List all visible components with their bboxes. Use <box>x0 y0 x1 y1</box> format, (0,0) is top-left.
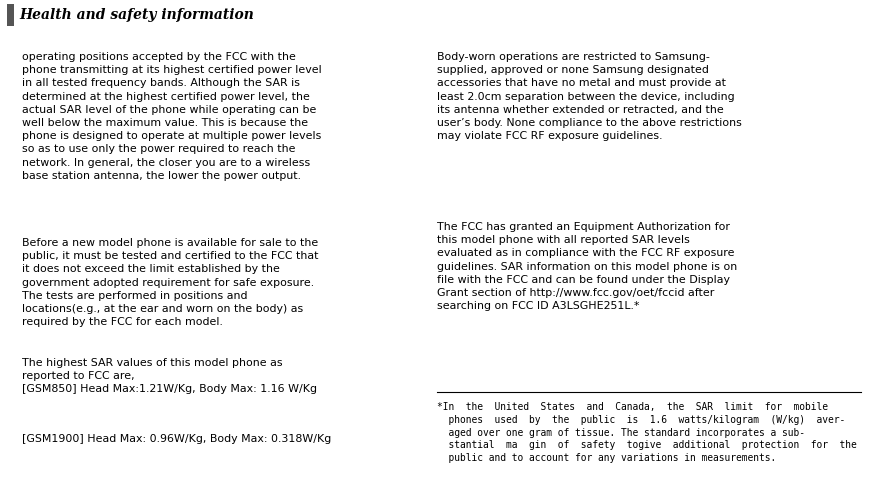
Text: Before a new model phone is available for sale to the
public, it must be tested : Before a new model phone is available fo… <box>22 238 318 327</box>
Text: operating positions accepted by the FCC with the
phone transmitting at its highe: operating positions accepted by the FCC … <box>22 52 321 181</box>
Text: *In  the  United  States  and  Canada,  the  SAR  limit  for  mobile
  phones  u: *In the United States and Canada, the SA… <box>437 402 857 463</box>
Bar <box>7 4 14 26</box>
Text: [GSM1900] Head Max: 0.96W/Kg, Body Max: 0.318W/Kg: [GSM1900] Head Max: 0.96W/Kg, Body Max: … <box>22 434 331 444</box>
Text: Body-worn operations are restricted to Samsung-
supplied, approved or none Samsu: Body-worn operations are restricted to S… <box>437 52 742 141</box>
Text: The highest SAR values of this model phone as
reported to FCC are,
[GSM850] Head: The highest SAR values of this model pho… <box>22 358 317 394</box>
Text: Health and safety information: Health and safety information <box>19 8 253 22</box>
Text: The FCC has granted an Equipment Authorization for
this model phone with all rep: The FCC has granted an Equipment Authori… <box>437 222 738 311</box>
